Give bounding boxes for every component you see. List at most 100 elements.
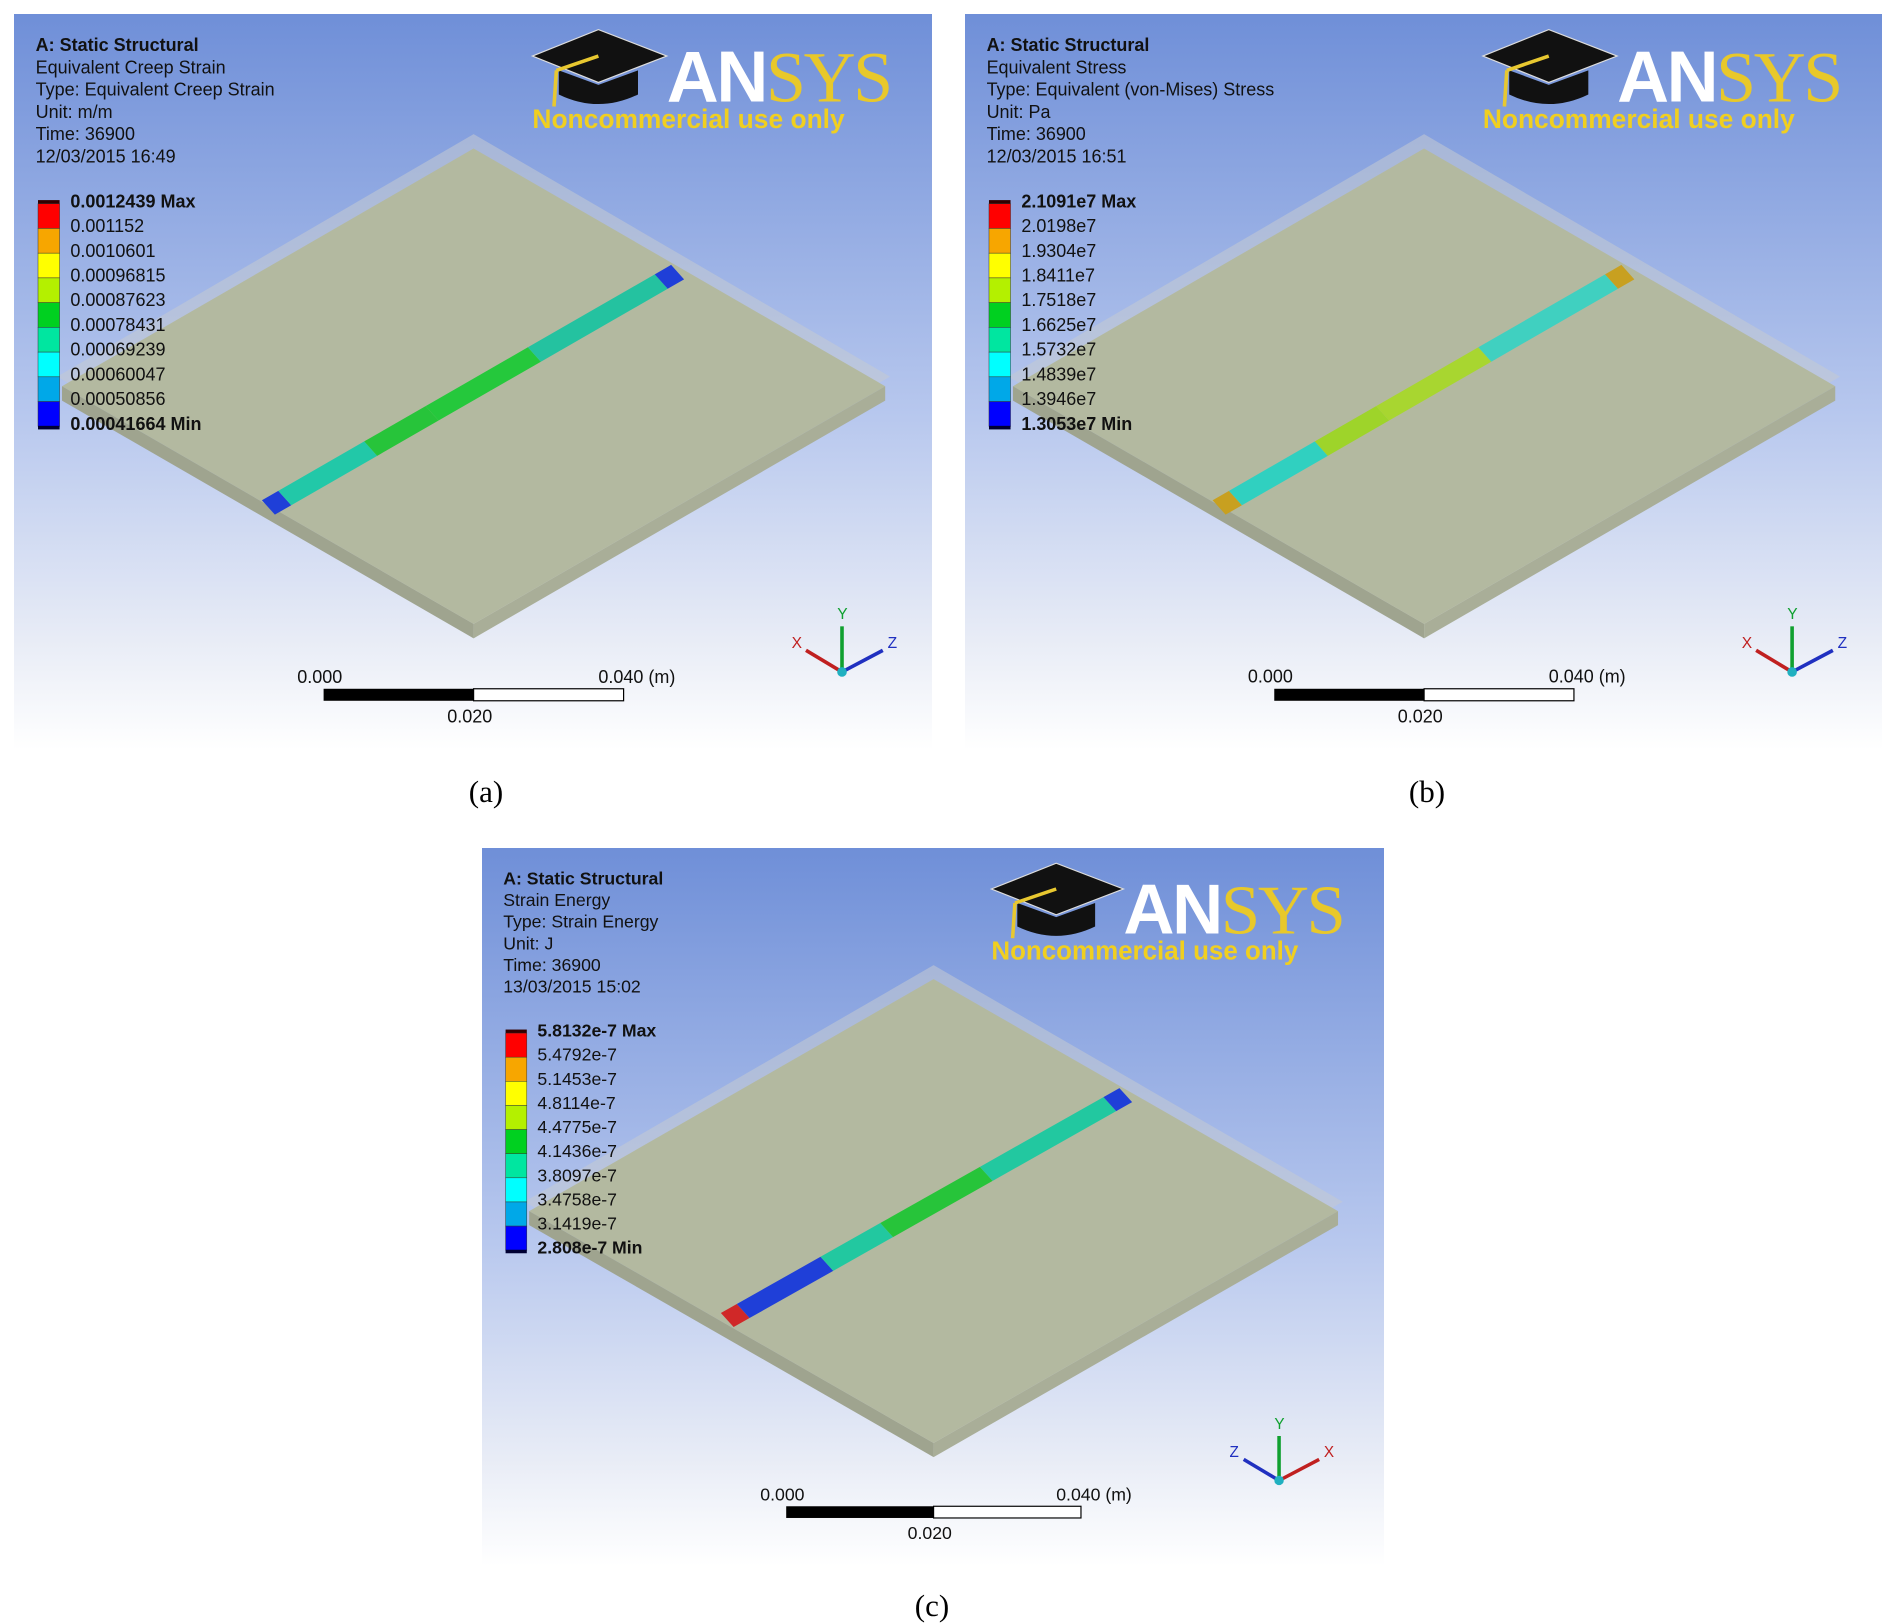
legend-label: 1.5732e7 — [1021, 340, 1096, 360]
panel-a: A: Static Structural Equivalent Creep Str… — [14, 14, 932, 750]
legend-label: 4.1436e-7 — [537, 1141, 617, 1161]
right-axis-arrow — [841, 648, 884, 674]
legend-label: 1.4839e7 — [1021, 364, 1096, 384]
scale-mid: 0.020 — [908, 1523, 952, 1543]
triad-label-left: X — [1742, 635, 1753, 652]
panel-c: A: Static Structural Strain Energy Type: S… — [482, 848, 1384, 1566]
legend-top-cap — [988, 200, 1011, 205]
header-unit: Unit: J — [503, 933, 553, 953]
logo-an: AN — [1617, 38, 1716, 118]
header-result: Strain Energy — [503, 890, 610, 910]
legend-color-band — [988, 277, 1011, 303]
result-strip-segment — [425, 347, 541, 421]
ansys-logo-text: ANSYS — [667, 38, 891, 118]
legend-color-band — [988, 376, 1011, 402]
tassel — [552, 70, 559, 107]
header-type: Type: Equivalent (von-Mises) Stress — [987, 80, 1275, 100]
logo-tagline: Noncommercial use only — [991, 937, 1299, 965]
right-axis-arrow — [1278, 1457, 1320, 1483]
result-strip-segment — [880, 1166, 993, 1238]
legend-label: 1.6625e7 — [1021, 315, 1096, 335]
header-analysis: A: Static Structural — [503, 868, 663, 888]
header-time: Time: 36900 — [987, 124, 1086, 144]
triad-label-left: X — [792, 635, 803, 652]
header-date: 13/03/2015 15:02 — [503, 977, 641, 997]
result-strip-segment — [979, 1097, 1117, 1181]
ansys-logo: ANSYS — [530, 28, 893, 118]
legend-color-band — [988, 203, 1011, 229]
left-axis-arrow — [805, 648, 843, 674]
header-time: Time: 36900 — [503, 955, 601, 975]
header-time: Time: 36900 — [36, 124, 135, 144]
logo-sys: SYS — [1716, 38, 1841, 118]
legend-label: 0.00096815 — [70, 266, 165, 286]
legend-label: 2.1091e7 Max — [1021, 191, 1136, 211]
axis-triad: Y X Z — [792, 606, 898, 677]
cap-base — [558, 70, 638, 105]
scale-start: 0.000 — [760, 1484, 804, 1504]
legend-label: 1.9304e7 — [1021, 241, 1096, 261]
result-strip-segment — [654, 264, 685, 289]
legend-color-band — [37, 228, 60, 254]
legend-label: 4.4775e-7 — [537, 1117, 617, 1137]
legend-color-band — [988, 302, 1011, 328]
ansys-logo-text: ANSYS — [1123, 870, 1343, 950]
legend-color-band — [988, 327, 1011, 353]
triad-label-up: Y — [1274, 1416, 1284, 1433]
legend-label: 0.00060047 — [70, 364, 165, 384]
header-analysis: A: Static Structural — [36, 35, 199, 55]
logo-sys: SYS — [766, 38, 891, 118]
logo-an: AN — [1123, 870, 1220, 949]
scale-bar-white — [1423, 688, 1575, 702]
legend-color-band — [988, 228, 1011, 254]
scale-bar-black — [323, 688, 474, 701]
logo-tagline: Noncommercial use only — [1483, 104, 1795, 134]
header-analysis: A: Static Structural — [987, 35, 1150, 55]
legend-label: 4.8114e-7 — [537, 1093, 615, 1113]
triad-origin — [1274, 1475, 1284, 1486]
header-date: 12/03/2015 16:49 — [36, 146, 176, 166]
legend-color-band — [988, 351, 1011, 378]
legend-label: 2.0198e7 — [1021, 216, 1096, 236]
legend-label: 1.3946e7 — [1021, 389, 1096, 409]
left-axis-arrow — [1242, 1457, 1280, 1483]
mortarboard-icon — [1481, 28, 1619, 84]
result-strip-segment — [736, 1256, 834, 1319]
header-type: Type: Equivalent Creep Strain — [36, 80, 275, 100]
legend-label: 5.8132e-7 Max — [537, 1021, 656, 1041]
ansys-logo-text: ANSYS — [1617, 38, 1841, 118]
result-strip-segment — [1212, 490, 1242, 515]
scale-bar-white — [473, 688, 625, 702]
right-axis-arrow — [1791, 648, 1834, 674]
legend-color-band — [505, 1153, 528, 1179]
legend-color-band — [37, 302, 60, 328]
result-strip-segment — [1376, 347, 1492, 421]
legend-label: 2.808e-7 Min — [537, 1238, 642, 1258]
axis-triad: Y X Z — [1742, 606, 1848, 677]
header-result: Equivalent Stress — [987, 57, 1127, 77]
legend-color-band — [505, 1177, 528, 1203]
legend-label: 3.8097e-7 — [537, 1165, 617, 1185]
triad-label-up: Y — [837, 606, 848, 623]
logo-tagline: Noncommercial use only — [532, 104, 845, 134]
axis-triad: Y Z X — [1230, 1416, 1334, 1486]
triad-label-left: Z — [1230, 1444, 1239, 1461]
legend-label: 1.8411e7 — [1021, 265, 1095, 285]
legend-color-band — [505, 1225, 528, 1251]
legend-top-cap — [505, 1029, 527, 1035]
legend-bottom-cap — [505, 1249, 527, 1254]
legend-color-band — [988, 401, 1011, 427]
legend-label: 0.0010601 — [70, 241, 155, 261]
caption-b: (b) — [1408, 774, 1446, 809]
caption-a: (a) — [468, 774, 504, 809]
result-strip-segment — [820, 1223, 894, 1271]
header-unit: Unit: m/m — [36, 102, 113, 122]
tassel-cord — [555, 54, 599, 73]
result-strip-segment — [1103, 1088, 1133, 1112]
ansys-logo: ANSYS — [1481, 28, 1843, 118]
ansys-logo: ANSYS — [989, 862, 1346, 950]
legend-color-band — [505, 1105, 528, 1130]
legend-color-band — [505, 1056, 528, 1082]
legend-label: 5.1453e-7 — [537, 1069, 617, 1089]
